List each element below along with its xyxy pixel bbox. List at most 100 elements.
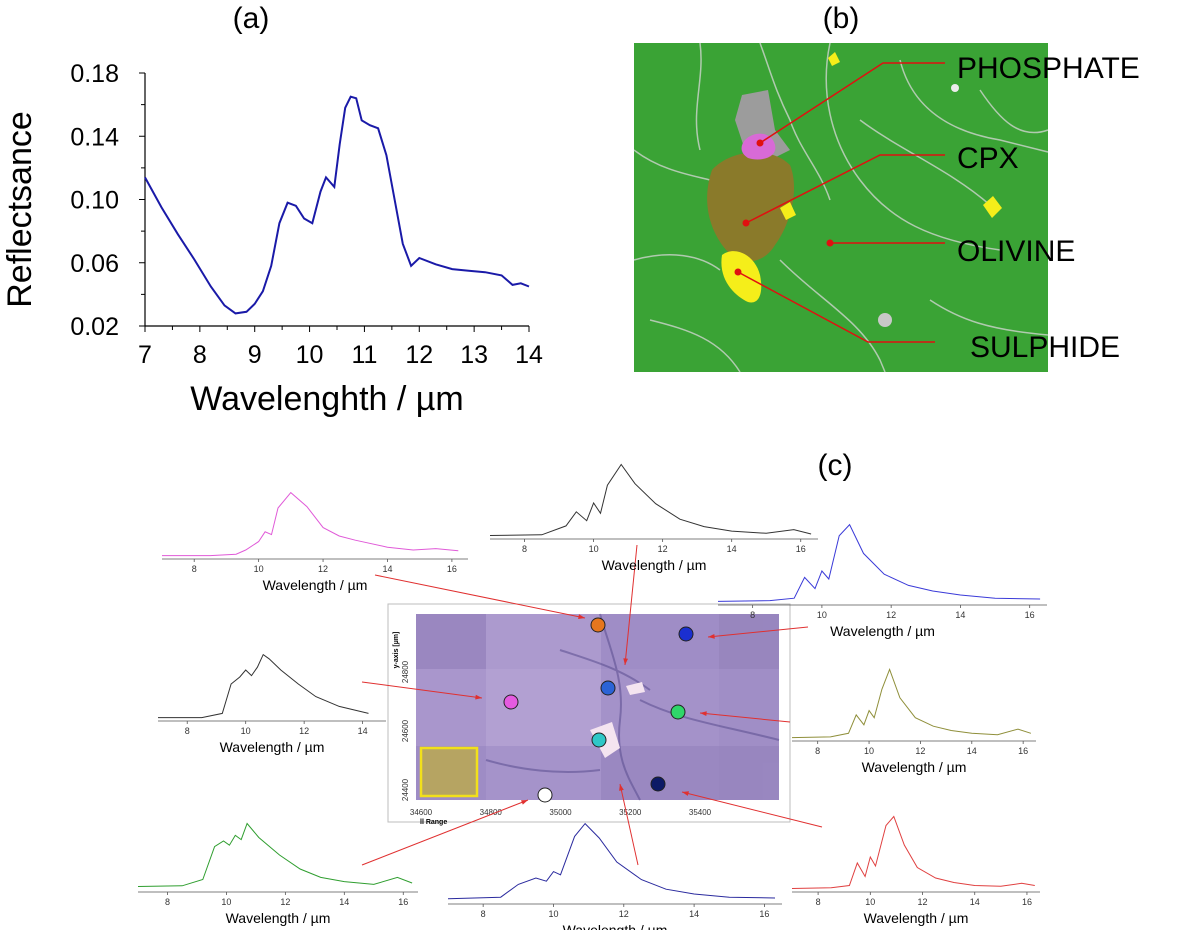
spectrum-line [717, 523, 1041, 602]
spectrum-x-tick-label: 12 [280, 897, 290, 907]
arrow-head [521, 800, 528, 805]
spot-marker [670, 704, 686, 720]
spot-marker [600, 680, 616, 696]
spectrum-x-tick-label: 14 [358, 726, 368, 736]
map-y-tick-label: 24400 [401, 778, 410, 801]
spectrum-line [162, 491, 459, 557]
arrow-head [578, 614, 585, 619]
spectrum-x-tick-label: 8 [192, 564, 197, 574]
x-axis-label: Wavelenghth / µm [190, 380, 463, 418]
spectrum-x-tick-label: 12 [915, 746, 925, 756]
y-tick-label: 0.06 [70, 250, 119, 278]
x-tick-label: 14 [515, 341, 543, 369]
spectrum-x-tick-label: 16 [447, 564, 457, 574]
spectrum-x-tick-label: 12 [299, 726, 309, 736]
spectrum-x-tick-label: 16 [398, 897, 408, 907]
spectrum-line [489, 463, 812, 536]
void-spot [878, 313, 892, 327]
spectrum-x-tick-label: 16 [1022, 897, 1032, 907]
arrow-head [623, 658, 628, 665]
spot-spectrum-2: 8 10 12 14 16 Wavelength / µm [489, 463, 818, 573]
x-tick-label: 9 [248, 341, 262, 369]
spectrum-x-tick-label: 14 [970, 897, 980, 907]
measurement-spots [503, 617, 694, 803]
leader-lines [737, 62, 945, 343]
spectrum-line [791, 815, 1035, 889]
arrow-head [708, 634, 715, 639]
spectrum-x-tick-label: 14 [689, 909, 699, 919]
x-tick-label: 7 [138, 341, 152, 369]
panel-label-a: (a) [233, 2, 270, 35]
mineral-map: PHOSPHATE CPX OLIVINE SULPHIDE [633, 42, 1140, 373]
map-x-tick-label: 35400 [689, 808, 712, 817]
spot-spectrum-3: 8 10 12 14 16 Wavelength / µm [717, 523, 1047, 639]
spectrum-x-tick-label: 14 [382, 564, 392, 574]
spectrum-x-tick-label: 10 [548, 909, 558, 919]
ir-map: y-axis [µm] 24400 24600 24800 34600 34800 35… [387, 603, 791, 826]
spot-marker [537, 787, 553, 803]
phosphate-grain [741, 133, 776, 160]
olivine-background [634, 43, 1048, 372]
map-x-tick-label: 34600 [410, 808, 433, 817]
chart-a: 7 8 9 10 11 12 13 14 0.02 0.06 0.10 0.14 0.18 Wavelen… [1, 60, 543, 418]
arrow-line [361, 681, 483, 699]
sulphide-grain-small [780, 202, 796, 220]
map-y-tick-label: 24800 [401, 660, 410, 683]
y-axis-label: Reflectsance [1, 111, 39, 308]
spectrum-x-tick-label: 10 [589, 544, 599, 554]
spectrum-x-tick-label: 8 [750, 610, 755, 620]
x-tick-label: 11 [351, 341, 377, 369]
spot-marker [590, 617, 606, 633]
spectrum-x-tick-label: 10 [221, 897, 231, 907]
spectrum-x-label: Wavelength / µm [563, 922, 668, 930]
spectrum-line [137, 822, 413, 887]
map-y-axis-title: y-axis [µm] [393, 632, 400, 669]
spectrum-x-tick-label: 14 [339, 897, 349, 907]
arrow-line [374, 574, 586, 619]
spectrum-x-tick-label: 16 [1025, 610, 1035, 620]
y-tick-label: 0.14 [70, 123, 119, 151]
spectrum-x-tick-label: 12 [619, 909, 629, 919]
spectrum-x-tick-label: 12 [658, 544, 668, 554]
spectrum-x-tick-label: 10 [865, 897, 875, 907]
spectrum-x-label: Wavelength / µm [830, 623, 935, 639]
spot-marker [650, 776, 666, 792]
spectrum-x-tick-label: 16 [759, 909, 769, 919]
spot-spectrum-4: 8 10 12 14 Wavelength / µm [158, 653, 386, 755]
x-tick-label: 8 [193, 341, 207, 369]
arrow-head [700, 711, 707, 716]
map-y-ticks: 24400 24600 24800 [401, 660, 410, 801]
spectrum-x-tick-label: 14 [727, 544, 737, 554]
spot-spectrum-5: 8 10 12 14 16 Wavelength / µm [791, 667, 1036, 775]
leader-dots [734, 139, 834, 276]
spot-spectrum-1: 8 10 12 14 16 Wavelength / µm [162, 491, 468, 593]
spectrum-x-tick-label: 12 [918, 897, 928, 907]
arrow-line [619, 783, 639, 866]
label-phosphate: PHOSPHATE [957, 52, 1140, 85]
map-x-tick-label: 35200 [619, 808, 642, 817]
spectrum-x-tick-label: 8 [816, 897, 821, 907]
spectrum-line [447, 822, 776, 900]
reflectance-series [144, 95, 530, 315]
x-tick-label: 12 [405, 341, 433, 369]
spectrum-x-label: Wavelength / µm [864, 910, 969, 926]
x-tick-label: 10 [296, 341, 324, 369]
spectrum-x-tick-label: 16 [1018, 746, 1028, 756]
spectrum-x-tick-label: 12 [886, 610, 896, 620]
spot-spectrum-7: 8 10 12 14 16 Wavelength / µm [447, 822, 782, 930]
arrow-head [682, 791, 689, 796]
spot-spectrum-8: 8 10 12 14 16 Wavelength / µm [791, 815, 1040, 926]
map-y-tick-label: 24600 [401, 719, 410, 742]
label-cpx: CPX [957, 142, 1019, 175]
spot-spectrum-6: 8 10 12 14 16 Wavelength / µm [137, 822, 418, 926]
spectrum-x-tick-label: 8 [165, 897, 170, 907]
spectrum-x-tick-label: 8 [481, 909, 486, 919]
x-tick-label: 13 [460, 341, 488, 369]
spot-marker [678, 626, 694, 642]
arrow-line [707, 626, 809, 638]
spectrum-x-label: Wavelength / µm [862, 759, 967, 775]
spectrum-x-tick-label: 16 [796, 544, 806, 554]
spot-spectra: 8 10 12 14 16 Wavelength / µm 8 10 12 14 16 Wavelen… [137, 463, 1047, 930]
bright-grain [626, 682, 645, 695]
